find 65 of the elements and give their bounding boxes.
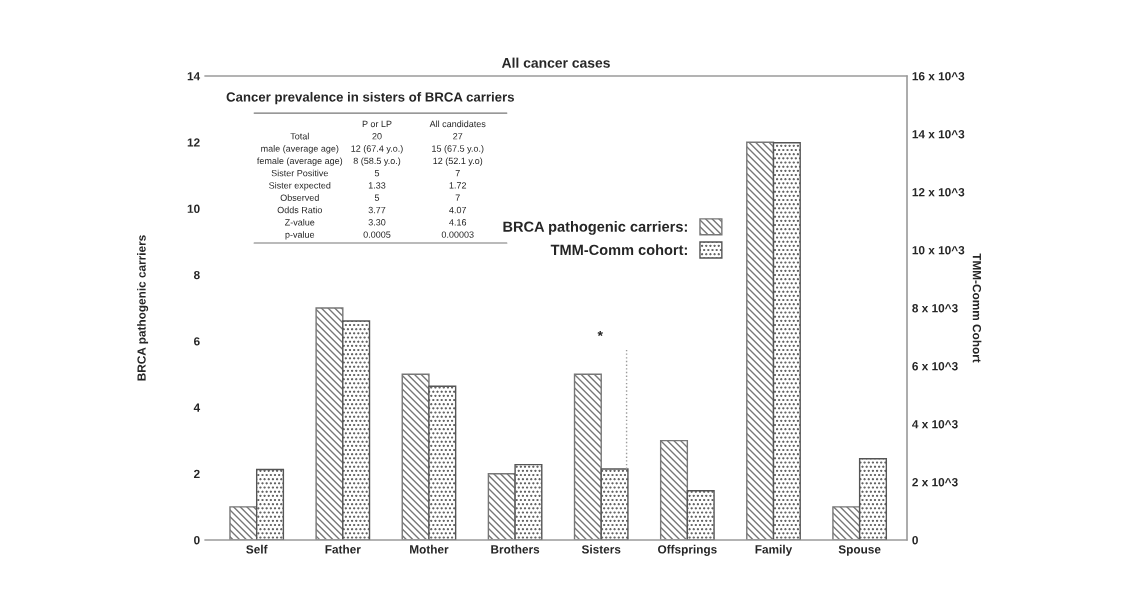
y2-tick-label: 4 x 10^3: [912, 420, 958, 429]
annotation: 3.30: [368, 219, 386, 226]
x-tick-label: Mother: [410, 544, 449, 554]
annotation: Observed: [280, 194, 319, 201]
y2-tick-label: 2 x 10^3: [912, 478, 958, 487]
annotation: Z-value: [285, 218, 315, 226]
bar: [659, 439, 689, 540]
y-tick-label: 14: [187, 72, 201, 81]
annotation: Cancer prevalence in sisters of BRCA carriers: [226, 91, 514, 105]
y2-tick-label: 12 x 10^3: [912, 188, 965, 197]
x-tick-label: Family: [755, 544, 793, 556]
x-tick-label: Father: [325, 544, 361, 554]
annotation: Total: [290, 132, 309, 140]
y2-tick-label: 16 x 10^3: [912, 72, 965, 81]
y2-axis-title: TMM-Comm Cohort: [972, 253, 982, 363]
y2-tick-label: 0: [912, 536, 918, 545]
x-tick-label: Spouse: [838, 545, 881, 556]
annotation: female (average age): [257, 157, 343, 166]
annotation: p-value: [285, 231, 315, 240]
y-tick-label: 10: [187, 204, 200, 213]
y2-tick-label: 6 x 10^3: [912, 362, 958, 371]
annotation: 8 (58.5 y.o.): [353, 157, 401, 166]
annotation: male (average age): [261, 145, 339, 154]
annotation: *: [597, 330, 603, 337]
legend-label: BRCA pathogenic carriers:: [503, 221, 687, 235]
y-tick-label: 8: [193, 270, 200, 280]
y-tick-label: 0: [194, 536, 200, 545]
annotation: 7: [455, 194, 460, 201]
bar: [255, 468, 285, 540]
y-axis-title: BRCA pathogenic carriers: [137, 235, 149, 381]
y-tick-label: 2: [193, 469, 200, 478]
annotation: 5: [374, 170, 380, 177]
annotation: 12 (67.4 y.o.): [351, 145, 403, 154]
annotation: 27: [453, 133, 463, 140]
annotation: Sister Positive: [271, 169, 328, 177]
annotation: 0.00003: [441, 231, 474, 238]
annotation: 4.16: [449, 219, 467, 226]
annotation: 4.07: [449, 206, 467, 214]
annotation: 0.0005: [363, 231, 391, 238]
annotation: 7: [455, 170, 460, 177]
y-tick-label: 6: [194, 337, 200, 346]
y-tick-label: 4: [193, 403, 201, 412]
annotation: 1.33: [368, 182, 386, 189]
annotation: 15 (67.5 y.o.): [432, 145, 484, 154]
annotation: P or LP: [362, 120, 392, 128]
y-tick-label: 12: [187, 138, 200, 147]
y2-tick-label: 10 x 10^3: [912, 246, 965, 255]
legend-label: TMM-Comm cohort:: [550, 244, 687, 256]
annotation: Odds Ratio: [277, 206, 322, 214]
x-tick-label: Sisters: [581, 544, 621, 554]
annotation: 3.77: [368, 206, 386, 214]
annotation: 5: [374, 194, 380, 201]
bar: [573, 373, 602, 540]
annotation: 12 (52.1 y.o): [433, 157, 483, 166]
x-tick-label: Self: [246, 544, 268, 554]
bar: [858, 458, 888, 540]
annotation: Sister expected: [269, 181, 331, 191]
annotation: All candidates: [429, 120, 486, 128]
annotation: 20: [372, 133, 382, 140]
y2-tick-label: 8 x 10^3: [912, 304, 958, 313]
chart-title: All cancer cases: [501, 57, 610, 68]
x-tick-label: Brothers: [491, 544, 540, 554]
annotation: 1.72: [449, 182, 467, 189]
y2-tick-label: 14 x 10^3: [912, 130, 965, 139]
x-tick-label: Offsprings: [658, 544, 717, 556]
